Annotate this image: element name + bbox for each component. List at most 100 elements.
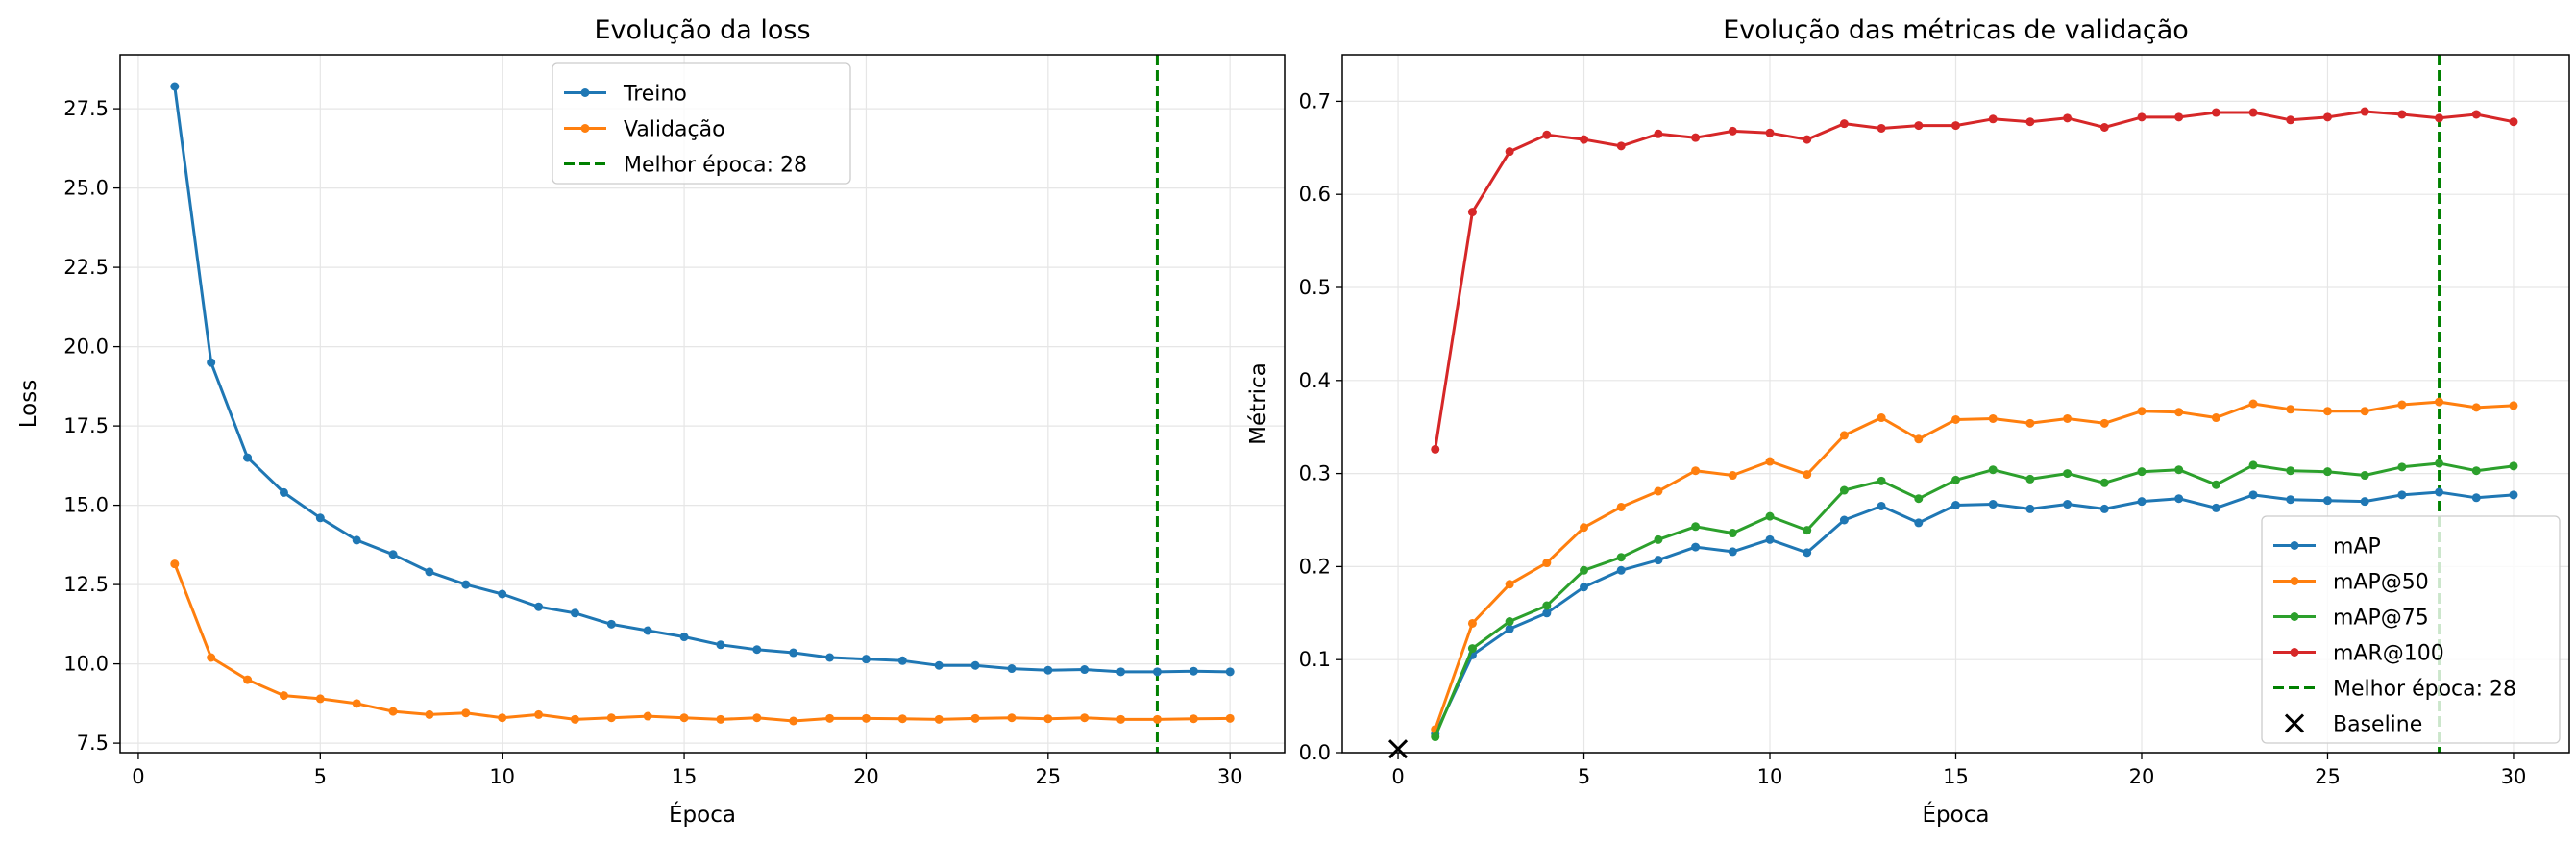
data-point — [570, 608, 579, 618]
data-point — [1616, 502, 1626, 511]
data-point — [1189, 714, 1198, 724]
data-point — [1877, 123, 1886, 133]
series-line — [1434, 110, 2515, 450]
data-point — [2397, 490, 2407, 500]
x-tick-label: 20 — [2129, 765, 2155, 788]
data-point — [2360, 497, 2369, 507]
data-point — [1043, 714, 1053, 724]
data-point — [425, 709, 434, 719]
data-point — [1225, 667, 1235, 677]
legend-label: Melhor época: 28 — [624, 154, 807, 178]
data-point — [2322, 467, 2332, 477]
data-point — [1839, 431, 1849, 440]
x-tick-label: 25 — [1035, 765, 1061, 788]
data-point — [2509, 490, 2518, 500]
data-point — [1877, 501, 1886, 510]
legend-label: Treino — [623, 83, 687, 107]
data-point — [2063, 469, 2073, 479]
data-point — [2360, 407, 2369, 416]
data-point — [2174, 494, 2184, 504]
data-point — [2211, 413, 2220, 423]
legend-label: Melhor época: 28 — [2333, 678, 2516, 702]
data-point — [461, 708, 471, 718]
data-point — [2211, 480, 2220, 489]
data-point — [279, 691, 288, 701]
data-point — [789, 648, 798, 658]
data-point — [2099, 504, 2109, 513]
data-point — [352, 699, 361, 708]
data-point — [534, 709, 544, 719]
data-point — [1116, 714, 1126, 724]
y-tick-label: 0.5 — [1299, 276, 1331, 299]
data-point — [1505, 580, 1514, 589]
data-point — [1580, 523, 1589, 533]
y-tick-label: 0.0 — [1299, 741, 1331, 764]
data-point — [2174, 112, 2184, 122]
series-map-50 — [1431, 397, 2518, 734]
data-point — [1542, 559, 1552, 568]
data-point — [1728, 471, 1737, 481]
data-point — [1691, 522, 1701, 532]
data-point — [1467, 644, 1477, 654]
data-point — [2286, 495, 2295, 505]
data-point — [1728, 547, 1737, 557]
y-tick-label: 0.2 — [1299, 555, 1331, 578]
legend-swatch-marker — [580, 124, 590, 133]
x-tick-label: 30 — [2501, 765, 2527, 788]
data-point — [970, 713, 980, 723]
data-point — [2248, 490, 2258, 500]
data-point — [2286, 466, 2295, 476]
data-point — [2063, 113, 2073, 123]
series-line — [173, 563, 1231, 723]
data-point — [1007, 713, 1017, 723]
x-tick-label: 30 — [1217, 765, 1243, 788]
data-point — [2471, 493, 2481, 503]
x-axis-label: Época — [1923, 801, 1990, 828]
data-point — [606, 619, 616, 629]
data-point — [679, 713, 689, 723]
data-point — [2435, 113, 2444, 123]
data-point — [170, 82, 180, 91]
data-point — [1654, 556, 1663, 565]
data-point — [2025, 504, 2035, 513]
series-line — [1434, 490, 2515, 735]
data-point — [1080, 665, 1090, 675]
data-point — [2211, 108, 2220, 117]
data-point — [1951, 121, 1960, 131]
series-line — [1434, 400, 2515, 731]
data-point — [716, 640, 725, 650]
legend-swatch-marker — [580, 88, 590, 97]
x-tick-label: 10 — [1757, 765, 1783, 788]
data-point — [207, 653, 216, 662]
data-point — [1043, 665, 1053, 675]
data-point — [2360, 471, 2369, 481]
loss-chart: 0 5 10 15 20 25 30 7.5 10.0 12.5 15.0 17.5 20.0 22.5 2… — [16, 15, 1286, 828]
series-line — [1434, 461, 2515, 738]
y-tick-label: 7.5 — [77, 732, 109, 755]
data-point — [1839, 515, 1849, 525]
data-point — [1654, 129, 1663, 138]
data-point — [170, 559, 180, 569]
data-point — [1877, 476, 1886, 485]
data-point — [2360, 107, 2369, 116]
baseline-marker — [1387, 739, 1409, 759]
data-point — [1580, 583, 1589, 592]
legend-label: Validação — [624, 118, 725, 142]
x-axis-label: Época — [669, 801, 736, 828]
legend-swatch — [2284, 713, 2305, 733]
data-point — [570, 714, 579, 724]
data-point — [1803, 526, 1812, 535]
data-point — [1914, 121, 1924, 131]
data-point — [1505, 624, 1514, 633]
data-point — [2322, 496, 2332, 506]
data-point — [1988, 500, 1998, 509]
data-point — [2063, 413, 2073, 423]
data-point — [643, 626, 652, 635]
data-point — [2248, 399, 2258, 409]
data-point — [970, 660, 980, 670]
data-point — [1839, 485, 1849, 495]
data-point — [1467, 618, 1477, 628]
data-point — [825, 713, 835, 723]
y-tick-label: 0.7 — [1299, 89, 1331, 112]
legend: mAP mAP@50 mAP@75 mAR@100 Melhor época: 28 Ba… — [2261, 515, 2561, 744]
